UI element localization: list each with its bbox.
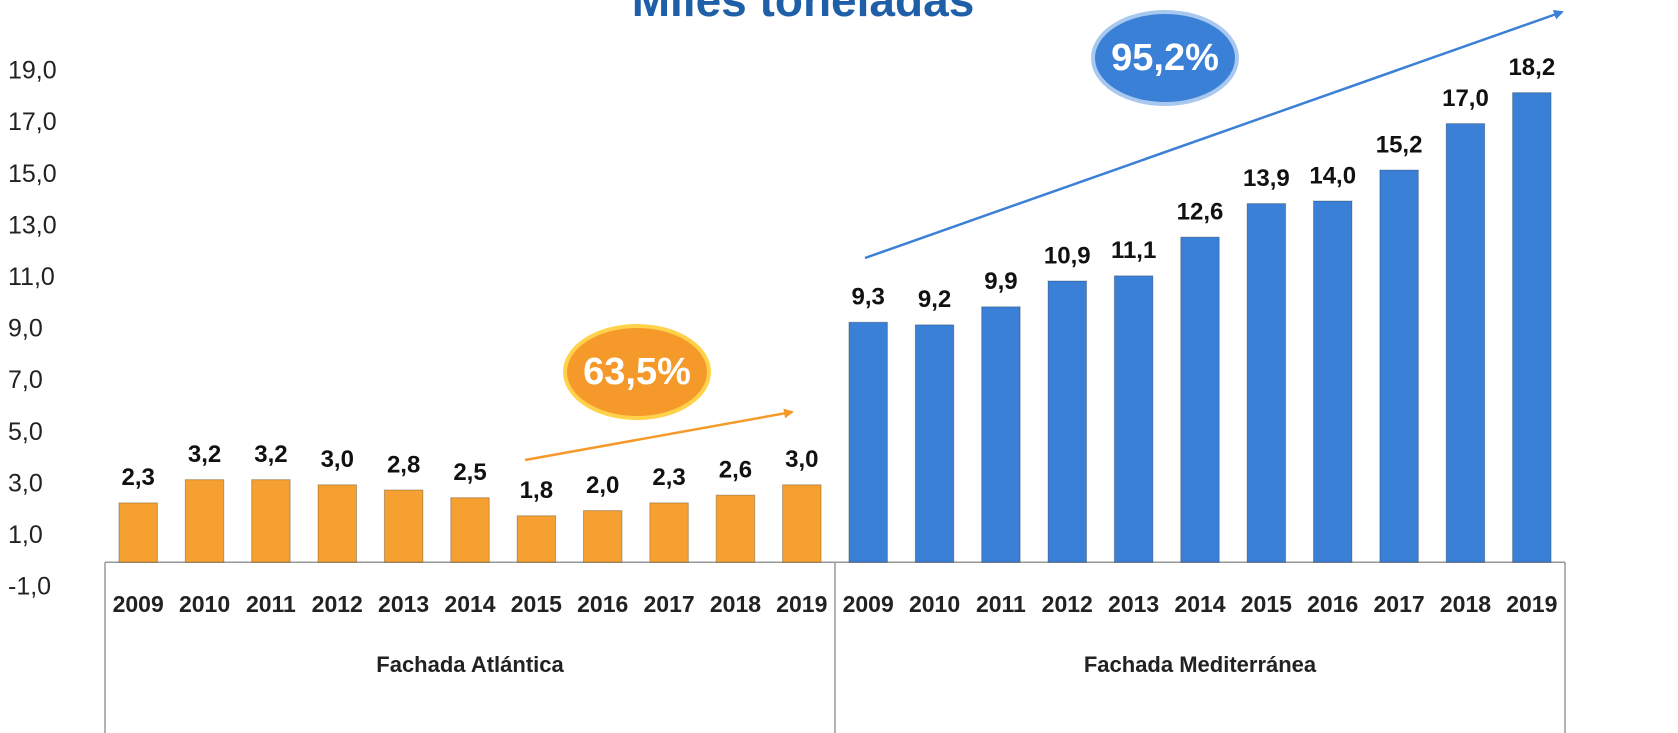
chart-title: Miles toneladas (632, 0, 975, 26)
bar (1312, 200, 1353, 563)
y-tick-label: 9,0 (8, 315, 43, 343)
bar (1512, 92, 1552, 563)
y-tick-label: -1,0 (8, 573, 51, 601)
value-label: 3,0 (785, 446, 818, 473)
bar (1445, 123, 1486, 563)
x-tick-label: 2009 (843, 591, 894, 617)
bar (1246, 203, 1287, 563)
y-tick-label: 11,0 (8, 263, 55, 291)
value-label: 11,1 (1111, 237, 1156, 264)
value-label: 3,0 (321, 446, 354, 473)
x-tick-label: 2012 (312, 591, 363, 617)
x-tick-label: 2015 (511, 591, 562, 617)
bar (1180, 236, 1220, 563)
bar (1047, 280, 1088, 563)
value-label: 9,9 (984, 268, 1017, 295)
bar (981, 306, 1021, 563)
y-tick-label: 17,0 (8, 108, 57, 136)
bar (649, 502, 689, 563)
value-label: 2,0 (586, 472, 619, 499)
y-tick-label: 5,0 (8, 418, 43, 446)
value-label: 1,8 (520, 477, 553, 504)
x-tick-label: 2017 (1374, 591, 1425, 617)
x-tick-label: 2015 (1241, 591, 1292, 617)
group-label: Fachada Mediterránea (1084, 652, 1317, 677)
x-tick-label: 2010 (909, 591, 960, 617)
x-tick-label: 2018 (710, 591, 761, 617)
bar (383, 489, 424, 563)
x-tick-label: 2009 (113, 591, 164, 617)
x-tick-label: 2014 (1174, 591, 1225, 617)
value-label: 2,5 (453, 459, 486, 486)
bar (251, 479, 291, 563)
x-tick-label: 2019 (1506, 591, 1557, 617)
value-label: 3,2 (188, 441, 221, 468)
value-label: 9,2 (918, 286, 951, 313)
value-label: 10,9 (1044, 242, 1091, 269)
bar (184, 479, 225, 563)
value-label: 14,0 (1309, 162, 1356, 189)
value-label: 12,6 (1177, 198, 1224, 225)
x-tick-label: 2013 (378, 591, 429, 617)
x-tick-label: 2014 (444, 591, 495, 617)
x-tick-label: 2019 (776, 591, 827, 617)
annotation-text: 95,2% (1111, 37, 1219, 79)
y-tick-label: 3,0 (8, 469, 43, 497)
value-label: 2,3 (652, 464, 685, 491)
annotation-badge (563, 324, 711, 420)
value-label: 3,2 (254, 441, 287, 468)
bar (782, 484, 822, 563)
y-tick-label: 19,0 (8, 57, 57, 85)
value-label: 15,2 (1376, 131, 1423, 158)
bar (118, 502, 158, 563)
y-tick-label: 15,0 (8, 160, 57, 188)
y-tick-label: 1,0 (8, 521, 43, 549)
annotation-badge (1091, 10, 1239, 106)
x-tick-label: 2013 (1108, 591, 1159, 617)
x-tick-label: 2010 (179, 591, 230, 617)
bar (914, 324, 955, 563)
x-tick-label: 2018 (1440, 591, 1491, 617)
bar (317, 484, 358, 563)
bar (1113, 275, 1154, 563)
bar (1379, 169, 1419, 563)
value-label: 9,3 (851, 284, 884, 311)
y-tick-label: 7,0 (8, 366, 43, 394)
group-label: Fachada Atlántica (376, 652, 564, 677)
y-tick-label: 13,0 (8, 211, 57, 239)
value-label: 2,3 (121, 464, 154, 491)
x-tick-label: 2012 (1042, 591, 1093, 617)
x-tick-label: 2016 (1307, 591, 1358, 617)
x-tick-label: 2011 (246, 591, 296, 617)
bar (516, 515, 557, 563)
bar (848, 321, 888, 563)
value-label: 2,6 (719, 456, 752, 483)
bar (450, 497, 490, 563)
trend-arrow (524, 408, 794, 462)
value-label: 13,9 (1243, 165, 1290, 192)
bar (582, 510, 623, 563)
trend-arrow (864, 9, 1564, 260)
value-label: 17,0 (1442, 85, 1489, 112)
value-label: 2,8 (387, 451, 420, 478)
bar (715, 494, 756, 563)
value-label: 18,2 (1508, 54, 1555, 81)
x-tick-label: 2011 (976, 591, 1026, 617)
annotation-text: 63,5% (583, 351, 691, 393)
x-tick-label: 2017 (644, 591, 695, 617)
x-tick-label: 2016 (577, 591, 628, 617)
